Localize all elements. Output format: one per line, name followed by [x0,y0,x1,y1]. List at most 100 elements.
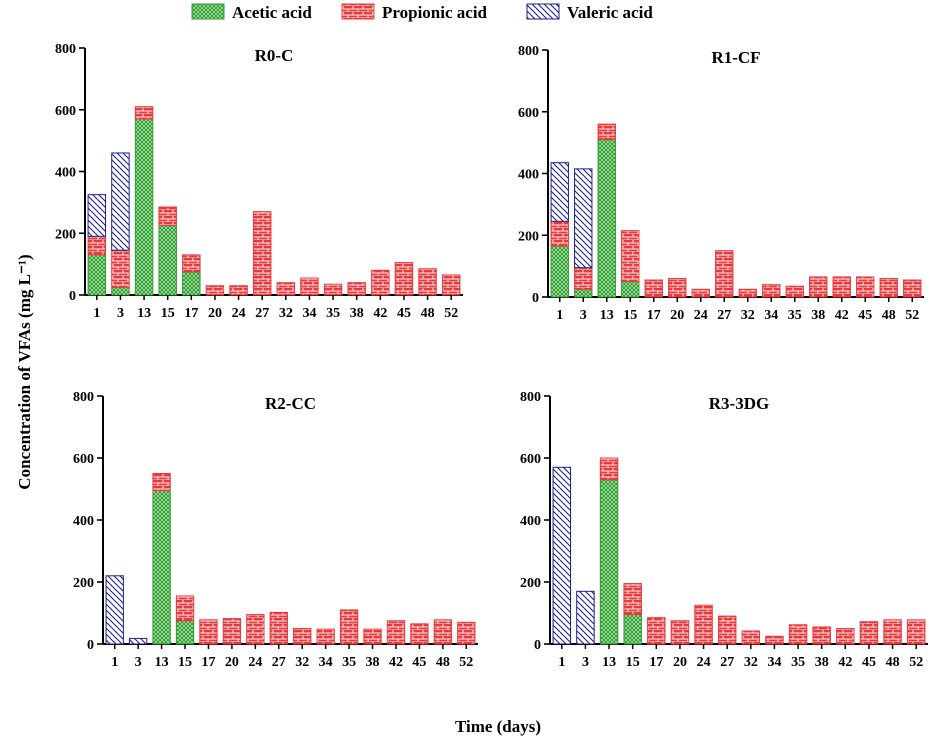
bar-valeric-day-3 [576,590,595,645]
x-tick-label: 1 [111,655,118,670]
bar-propionic-day-45 [859,621,879,645]
y-tick-label: 200 [518,229,539,244]
bar-propionic-day-24 [691,288,710,298]
bar-propionic-day-24 [229,285,248,296]
bar-propionic-day-48 [883,619,902,645]
bar-acetic-day-13 [152,490,171,645]
bar-propionic-day-42 [836,628,855,645]
bar-valeric-day-1 [87,194,107,237]
bar-propionic-day-15 [175,595,195,622]
x-tick-label: 42 [373,306,387,321]
x-tick-label: 34 [764,308,778,323]
x-tick-label: 52 [444,306,458,321]
bar-propionic-day-34 [762,284,781,298]
bar-propionic-day-42 [386,620,406,645]
y-tick-label: 600 [73,452,94,467]
x-tick-label: 1 [556,308,563,323]
x-tick-label: 3 [582,655,589,670]
y-tick-label: 0 [532,291,539,306]
bar-propionic-day-20 [670,620,690,645]
legend-swatch-valeric [526,3,560,20]
bar-valeric-day-3 [574,168,593,269]
x-tick-label: 38 [366,655,380,670]
bar-propionic-day-27 [715,250,734,298]
x-tick-label: 34 [302,306,316,321]
x-axis-label: Time (days) [455,717,541,736]
y-tick-label: 400 [55,166,76,181]
chart-title: R3-3DG [709,394,769,413]
x-tick-label: 32 [741,308,755,323]
legend-label-acetic: Acetic acid [232,3,312,22]
x-tick-label: 48 [886,655,900,670]
bar-acetic-day-15 [158,225,177,296]
bar-acetic-day-13 [134,118,154,296]
bar-propionic-day-17 [647,617,666,645]
x-tick-label: 42 [389,655,403,670]
bar-propionic-day-38 [363,628,382,645]
y-tick-label: 0 [69,289,76,304]
bar-propionic-day-32 [276,282,296,296]
bar-propionic-day-32 [293,628,312,645]
bar-propionic-day-13 [597,123,616,141]
bar-propionic-day-34 [300,277,319,296]
bar-propionic-day-38 [347,282,366,296]
x-tick-label: 24 [694,308,708,323]
x-tick-label: 35 [342,655,356,670]
x-tick-label: 3 [117,306,124,321]
x-tick-label: 15 [161,306,175,321]
y-tick-label: 0 [534,638,541,653]
bar-propionic-day-32 [741,630,761,645]
x-tick-label: 27 [717,308,731,323]
x-tick-label: 48 [436,655,450,670]
chart-title: R2-CC [265,394,316,413]
x-tick-label: 20 [225,655,239,670]
bar-acetic-day-15 [621,281,640,298]
bar-propionic-day-13 [599,457,619,481]
x-tick-label: 20 [673,655,687,670]
x-tick-label: 13 [155,655,169,670]
bar-valeric-day-1 [552,466,572,645]
x-tick-label: 42 [835,308,849,323]
legend-label-propionic: Propionic acid [382,3,488,22]
bar-propionic-day-35 [323,283,343,296]
bar-propionic-day-52 [441,274,461,296]
legend-swatch-propionic [341,3,375,20]
x-tick-label: 15 [178,655,192,670]
bar-propionic-day-17 [182,254,201,273]
bar-propionic-day-42 [371,269,390,296]
x-tick-label: 27 [255,306,269,321]
bar-propionic-day-34 [316,628,335,645]
x-tick-label: 3 [135,655,142,670]
y-tick-label: 200 [55,227,76,242]
bar-propionic-day-38 [809,276,828,298]
y-tick-label: 800 [520,390,541,405]
y-tick-label: 200 [73,576,94,591]
bar-propionic-day-52 [457,621,476,645]
chart-title: R0-C [255,46,294,65]
x-tick-label: 15 [626,655,640,670]
x-tick-label: 24 [697,655,711,670]
bar-propionic-day-35 [339,609,359,645]
x-tick-label: 52 [459,655,473,670]
bar-propionic-day-20 [222,618,242,645]
y-tick-label: 600 [55,104,76,119]
bar-propionic-day-27 [269,611,288,645]
x-tick-label: 32 [744,655,758,670]
y-tick-label: 600 [518,106,539,121]
y-tick-label: 800 [518,44,539,59]
x-tick-label: 13 [600,308,614,323]
x-tick-label: 52 [905,308,919,323]
bar-acetic-day-3 [111,286,130,296]
x-tick-label: 13 [137,306,151,321]
x-tick-label: 35 [788,308,802,323]
bar-propionic-day-15 [623,583,642,616]
x-tick-label: 20 [208,306,222,321]
bar-acetic-day-1 [87,254,107,296]
y-tick-label: 600 [520,452,541,467]
bar-propionic-day-45 [410,623,429,645]
